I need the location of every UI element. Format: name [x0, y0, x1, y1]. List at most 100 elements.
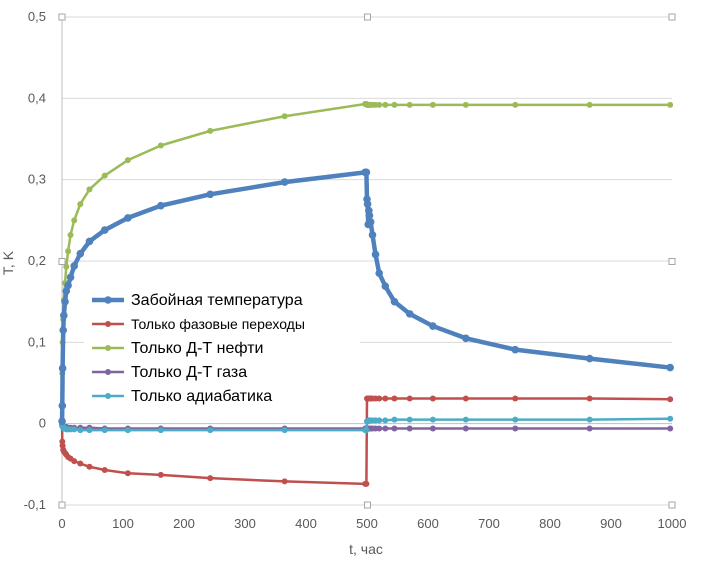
- data-point: [376, 101, 383, 108]
- legend-item: Только Д-Т газа: [92, 364, 247, 381]
- selection-handles: [58, 13, 676, 509]
- data-point: [365, 211, 374, 220]
- series-plot-area: [58, 101, 674, 487]
- x-tick-label: 200: [173, 516, 195, 531]
- data-point: [59, 326, 68, 334]
- data-point: [406, 416, 413, 423]
- y-tick-label: 0,1: [28, 334, 46, 349]
- resize-handle[interactable]: [668, 501, 676, 509]
- x-tick-label: 600: [417, 516, 439, 531]
- data-point: [157, 427, 164, 434]
- x-tick-label: 100: [112, 516, 134, 531]
- legend-label: Только Д-Т нефти: [131, 340, 263, 357]
- data-point: [86, 186, 93, 193]
- data-point: [371, 250, 380, 259]
- y-tick-label: 0,5: [28, 9, 46, 24]
- resize-handle[interactable]: [668, 258, 676, 265]
- data-point: [512, 425, 519, 432]
- legend-marker: [105, 321, 111, 327]
- x-tick-label: 1000: [658, 516, 687, 531]
- data-point: [101, 467, 108, 474]
- data-point: [65, 248, 72, 255]
- data-point: [124, 427, 131, 434]
- resize-handle[interactable]: [668, 13, 676, 21]
- legend-marker: [104, 296, 112, 304]
- data-point: [406, 101, 413, 108]
- data-point: [207, 475, 214, 482]
- data-point: [71, 217, 78, 224]
- data-point: [390, 297, 399, 306]
- legend-label: Только адиабатика: [131, 388, 272, 405]
- data-point: [429, 322, 437, 330]
- data-point: [71, 458, 78, 465]
- data-point: [382, 395, 389, 402]
- y-tick-label: 0,2: [28, 253, 46, 268]
- data-point: [391, 416, 398, 423]
- data-point: [280, 178, 289, 186]
- data-point: [157, 471, 164, 478]
- y-axis-title: T, K: [0, 250, 16, 275]
- data-point: [667, 101, 674, 108]
- data-point: [376, 417, 383, 424]
- data-point: [70, 262, 78, 270]
- resize-handle[interactable]: [364, 501, 371, 509]
- data-point: [101, 427, 108, 434]
- legend: Забойная температура Только фазовые перех…: [84, 280, 360, 414]
- x-tick-label: 500: [356, 516, 378, 531]
- data-point: [391, 395, 398, 402]
- resize-handle[interactable]: [58, 13, 66, 21]
- data-point: [462, 395, 469, 402]
- data-point: [86, 463, 93, 470]
- y-tick-label: 0: [39, 416, 46, 431]
- legend-item: Забойная температура: [92, 292, 303, 309]
- data-point: [406, 395, 413, 402]
- legend-marker: [105, 369, 111, 375]
- data-point: [281, 113, 288, 120]
- data-point: [405, 310, 414, 318]
- legend-item: Только адиабатика: [92, 388, 272, 405]
- x-tick-label: 900: [600, 516, 622, 531]
- resize-handle[interactable]: [364, 13, 371, 21]
- data-point: [511, 345, 520, 354]
- data-point: [157, 142, 164, 149]
- data-point: [61, 297, 69, 306]
- data-point: [368, 231, 377, 239]
- data-point: [58, 364, 67, 373]
- data-point: [64, 281, 72, 290]
- data-point: [666, 363, 674, 372]
- tick-labels: -0,1 0 0,1 0,2 0,3 0,4 0,5 0 100 200 300 400 500 600 7…: [24, 9, 687, 531]
- data-point: [207, 127, 214, 134]
- data-point: [77, 460, 84, 467]
- y-tick-label: 0,4: [28, 90, 46, 105]
- x-axis-title: t, час: [349, 541, 383, 557]
- data-point: [77, 201, 84, 208]
- data-point: [667, 396, 674, 403]
- data-point: [462, 416, 469, 423]
- series-1: [58, 168, 674, 426]
- data-point: [512, 101, 519, 108]
- data-point: [429, 395, 436, 402]
- data-point: [58, 401, 67, 410]
- data-point: [667, 425, 674, 432]
- x-tick-label: 700: [478, 516, 500, 531]
- data-point: [281, 478, 288, 485]
- data-point: [63, 263, 70, 270]
- data-point: [157, 201, 165, 210]
- data-point: [363, 427, 370, 434]
- data-point: [101, 172, 108, 179]
- data-point: [376, 425, 383, 432]
- data-point: [391, 101, 398, 108]
- data-point: [66, 273, 75, 282]
- data-point: [429, 416, 436, 423]
- resize-handle[interactable]: [58, 501, 66, 509]
- data-point: [586, 425, 593, 432]
- data-point: [462, 334, 470, 343]
- y-tick-label: 0,3: [28, 172, 46, 187]
- data-point: [281, 427, 288, 434]
- resize-handle[interactable]: [58, 258, 66, 265]
- x-tick-label: 800: [539, 516, 561, 531]
- data-point: [586, 101, 593, 108]
- data-point: [586, 395, 593, 402]
- data-point: [124, 470, 131, 477]
- data-point: [382, 101, 389, 108]
